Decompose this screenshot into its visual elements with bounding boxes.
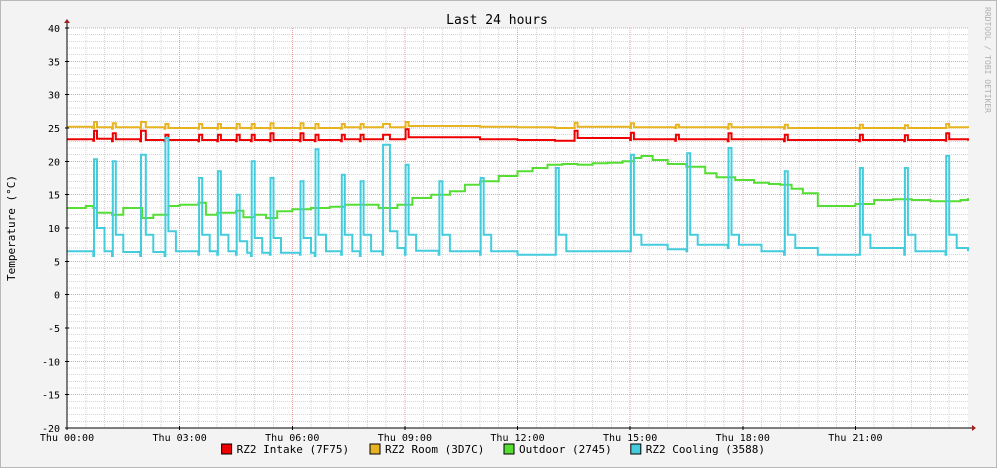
y-tick-label: 20 [48, 157, 60, 168]
y-tick-label: 40 [48, 24, 60, 35]
y-tick-label: 10 [48, 224, 60, 235]
legend: RZ2 Intake (7F75) RZ2 Room (3D7C) Outdoor … [221, 443, 765, 456]
x-tick-label: Thu 06:00 [265, 433, 319, 444]
y-tick-label: 0 [54, 291, 60, 302]
x-tick-label: Thu 12:00 [490, 433, 544, 444]
legend-swatch-1 [221, 443, 233, 455]
y-tick-label: -15 [42, 391, 60, 402]
legend-label-3: Outdoor (2745) [519, 443, 612, 456]
y-tick-label: -5 [48, 324, 60, 335]
x-tick-label: Thu 03:00 [153, 433, 207, 444]
legend-label-1: RZ2 Intake (7F75) [237, 443, 350, 456]
chart-title: Last 24 hours [446, 13, 548, 28]
rrdtool-watermark: RRDTOOL / TOBI OETIKER [983, 7, 992, 113]
x-tick-labels: Thu 00:00 Thu 03:00 Thu 06:00 Thu 09:00 Thu … [40, 433, 883, 444]
axes [64, 19, 976, 431]
x-axis-arrow [972, 425, 976, 431]
y-tick-label: -20 [42, 424, 60, 435]
x-tick-label: Thu 18:00 [716, 433, 770, 444]
y-tick-label: 15 [48, 191, 60, 202]
legend-label-4: RZ2 Cooling (3588) [646, 443, 765, 456]
x-tick-label: Thu 21:00 [828, 433, 882, 444]
y-tick-label: 30 [48, 91, 60, 102]
x-tick-label: Thu 09:00 [378, 433, 432, 444]
y-tick-label: -10 [42, 357, 60, 368]
series-line-2 [67, 121, 969, 130]
legend-swatch-4 [630, 443, 642, 455]
y-axis-label: Temperature (°C) [5, 175, 18, 281]
legend-swatch-3 [503, 443, 515, 455]
y-tick-label: 5 [54, 257, 60, 268]
legend-swatch-2 [369, 443, 381, 455]
y-tick-label: 25 [48, 124, 60, 135]
x-tick-label: Thu 00:00 [40, 433, 94, 444]
series-lines [67, 121, 969, 257]
x-tick-label: Thu 15:00 [603, 433, 657, 444]
y-tick-label: 35 [48, 57, 60, 68]
y-tick-labels: 40 35 30 25 20 15 10 5 0 -5 -10 -15 -20 [42, 24, 60, 435]
legend-label-2: RZ2 Room (3D7C) [385, 443, 484, 456]
y-axis-arrow [64, 19, 70, 23]
series-line-4 [67, 137, 969, 257]
